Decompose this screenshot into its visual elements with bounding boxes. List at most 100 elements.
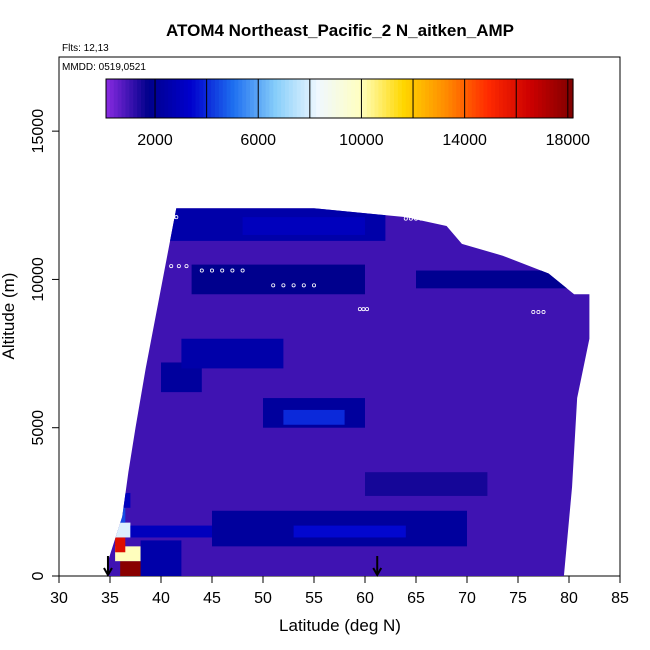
sample-marker: [536, 310, 541, 315]
curtain-cell-6: [140, 540, 182, 576]
arrow-head-0: [103, 567, 113, 578]
colorbar-segment: [137, 79, 142, 118]
x-tick-label-30: 30: [50, 590, 68, 607]
colorbar-segment: [526, 79, 531, 118]
sample-marker: [408, 216, 413, 221]
colorbar-segment: [230, 79, 236, 118]
colorbar-segment: [277, 79, 282, 118]
flight-arrows: [103, 556, 383, 578]
colorbar-segment: [499, 79, 504, 118]
curtain-plot: [107, 208, 590, 576]
sample-marker: [434, 216, 439, 221]
colorbar-segment: [475, 79, 481, 118]
colorbar-segment: [444, 79, 450, 118]
curtain-cell-11: [283, 409, 345, 425]
chart-title: ATOM4 Northeast_Pacific_2 N_aitken_AMP: [166, 21, 514, 40]
colorbar-segment: [207, 79, 212, 118]
colorbar-segment: [378, 79, 383, 118]
colorbar-segment: [464, 79, 469, 118]
colorbar-segment: [386, 79, 391, 118]
colorbar-segment: [374, 79, 380, 118]
colorbar-segment: [141, 79, 146, 118]
colorbar-segment: [308, 79, 313, 118]
colorbar-segment: [129, 79, 134, 118]
x-tick-label-65: 65: [407, 590, 425, 607]
sample-marker: [531, 310, 536, 315]
colorbar-segment: [109, 79, 115, 118]
colorbar-segment: [226, 79, 232, 118]
colorbar-frame: [105, 78, 574, 119]
colorbar-tick-label-0: 2000: [137, 132, 173, 149]
colorbar-segment: [549, 79, 555, 118]
colorbar-segment: [312, 79, 317, 118]
colorbar-segment: [534, 79, 539, 118]
colorbar-segment: [281, 79, 286, 118]
colorbar-tick-label-4: 18000: [546, 132, 591, 149]
colorbar-segment: [401, 79, 407, 118]
colorbar-segment: [514, 79, 520, 118]
x-tick-label-50: 50: [254, 590, 272, 607]
colorbar-segment: [176, 79, 181, 118]
colorbar-segment: [452, 79, 457, 118]
colorbar-segment: [467, 79, 473, 118]
x-tick-label-85: 85: [611, 590, 629, 607]
colorbar-segment: [253, 79, 259, 118]
curtain-cell-9: [293, 525, 406, 538]
colorbar-segment: [164, 79, 169, 118]
colorbar-segment: [316, 79, 321, 118]
colorbar-segment: [436, 79, 442, 118]
colorbar-segment: [506, 79, 512, 118]
curtain-cell-13: [181, 338, 284, 369]
colorbar-segment: [160, 79, 165, 118]
colorbar-segment: [273, 79, 278, 118]
colorbar-segment: [249, 79, 255, 118]
colorbar-segment: [257, 79, 263, 118]
y-axis: 0 5000 10000 15000: [30, 109, 59, 580]
colorbar-segment: [296, 79, 302, 118]
x-axis-label: Latitude (deg N): [279, 616, 401, 635]
colorbar-segment: [265, 79, 271, 118]
colorbar-segment: [172, 79, 177, 118]
colorbar-segment: [191, 79, 197, 118]
sample-marker: [444, 216, 449, 221]
colorbar-segment: [545, 79, 551, 118]
sample-marker: [230, 268, 235, 273]
sample-marker: [220, 268, 225, 273]
x-tick-label-80: 80: [560, 590, 578, 607]
colorbar-segment: [168, 79, 173, 118]
y-tick-label-0: 0: [30, 571, 47, 580]
colorbar-segment: [148, 79, 154, 118]
colorbar-segment: [242, 79, 247, 118]
colorbar-segment: [106, 79, 111, 118]
colorbar-segment: [553, 79, 559, 118]
colorbar-segment: [491, 79, 496, 118]
colorbar-segment: [355, 79, 360, 118]
colorbar-segment: [557, 79, 562, 118]
sample-marker: [281, 283, 286, 288]
sample-marker: [174, 215, 179, 220]
curtain-cell-7: [130, 525, 212, 538]
sample-marker: [240, 268, 245, 273]
colorbar-segment: [320, 79, 325, 118]
sample-marker: [271, 283, 276, 288]
colorbar-segment: [125, 79, 130, 118]
colorbar-segment: [203, 79, 208, 118]
sample-marker: [429, 216, 434, 221]
sample-marker: [291, 283, 296, 288]
colorbar-tick-label-1: 6000: [240, 132, 276, 149]
colorbar-segment: [569, 79, 574, 118]
colorbar-ticks: 2000 6000 10000 14000 18000: [137, 132, 590, 149]
colorbar-segment: [405, 79, 411, 118]
colorbar-segment: [292, 79, 298, 118]
colorbar-segment: [269, 79, 274, 118]
colorbar-segment: [370, 79, 376, 118]
colorbar-segment: [362, 79, 368, 118]
sample-markers: [162, 215, 546, 315]
sample-marker: [209, 268, 214, 273]
colorbar-segment: [211, 79, 216, 118]
colorbar-tick-label-2: 10000: [339, 132, 384, 149]
colorbar-segment: [537, 79, 543, 118]
colorbar-segment: [261, 79, 267, 118]
colorbar-segment: [460, 79, 465, 118]
